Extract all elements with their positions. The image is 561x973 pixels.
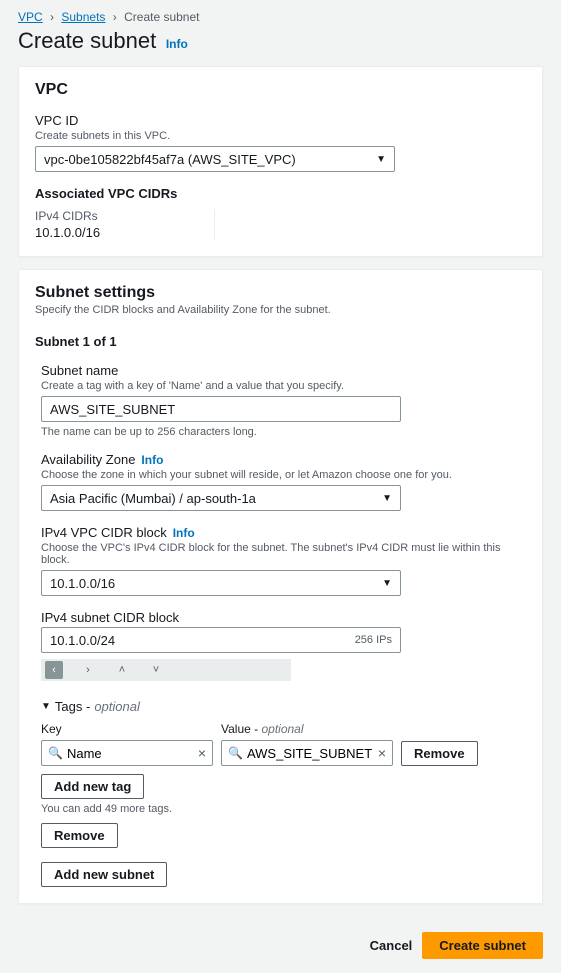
- tag-row: 🔍 × 🔍 × Remove: [41, 740, 526, 766]
- assoc-cidrs-heading: Associated VPC CIDRs: [35, 186, 526, 201]
- tags-heading-text: Tags -: [55, 699, 90, 714]
- vpc-id-select[interactable]: vpc-0be105822bf45af7a (AWS_SITE_VPC) ▼: [35, 146, 395, 172]
- clear-icon[interactable]: ×: [198, 745, 206, 761]
- breadcrumb-subnets[interactable]: Subnets: [61, 10, 105, 24]
- vpc-heading: VPC: [35, 81, 526, 99]
- subnet-settings-heading: Subnet settings: [35, 284, 526, 302]
- subnet-cidr-value: 10.1.0.0/24: [50, 633, 355, 648]
- cidr-next-button[interactable]: ›: [79, 661, 97, 679]
- tags-heading[interactable]: ▼ Tags - optional: [41, 699, 526, 714]
- tag-value-field[interactable]: [247, 746, 374, 761]
- tags-remaining: You can add 49 more tags.: [41, 803, 526, 815]
- remove-tag-button[interactable]: Remove: [401, 741, 478, 766]
- subnet-cidr-input[interactable]: 10.1.0.0/24 256 IPs: [41, 627, 401, 653]
- search-icon: 🔍: [228, 746, 243, 760]
- breadcrumb-current: Create subnet: [124, 10, 199, 24]
- tags-optional: optional: [94, 699, 140, 714]
- vpc-id-label: VPC ID: [35, 113, 526, 128]
- chevron-right-icon: ›: [50, 10, 54, 24]
- subnet-cidr-ipcount: 256 IPs: [355, 634, 392, 646]
- search-icon: 🔍: [48, 746, 63, 760]
- vpc-cidr-info-link[interactable]: Info: [173, 526, 195, 540]
- chevron-down-icon: ▼: [382, 493, 392, 504]
- subnet-settings-panel: Subnet settings Specify the CIDR blocks …: [18, 269, 543, 904]
- vpc-cidr-value: 10.1.0.0/16: [50, 576, 115, 591]
- az-desc: Choose the zone in which your subnet wil…: [41, 469, 526, 481]
- subnet-cidr-label: IPv4 subnet CIDR block: [41, 610, 526, 625]
- footer: Cancel Create subnet: [0, 918, 561, 973]
- breadcrumb-vpc[interactable]: VPC: [18, 10, 43, 24]
- az-select[interactable]: Asia Pacific (Mumbai) / ap-south-1a ▼: [41, 485, 401, 511]
- page-title: Create subnet: [18, 28, 156, 54]
- ipv4-cidrs-value: 10.1.0.0/16: [35, 225, 202, 240]
- subnet-name-helper: The name can be up to 256 characters lon…: [41, 426, 526, 438]
- cidr-down-button[interactable]: ˅: [147, 661, 165, 679]
- add-subnet-button[interactable]: Add new subnet: [41, 862, 167, 887]
- tag-value-optional: optional: [261, 722, 303, 736]
- cancel-button[interactable]: Cancel: [370, 938, 413, 953]
- az-label: Availability Zone: [41, 452, 135, 467]
- subnet-name-desc: Create a tag with a key of 'Name' and a …: [41, 380, 526, 392]
- ipv4-cidrs-label: IPv4 CIDRs: [35, 209, 202, 223]
- vpc-cidr-select[interactable]: 10.1.0.0/16 ▼: [41, 570, 401, 596]
- chevron-right-icon: ›: [113, 10, 117, 24]
- chevron-down-icon: ▼: [382, 578, 392, 589]
- subnet-section-title: Subnet 1 of 1: [35, 334, 526, 349]
- create-subnet-button[interactable]: Create subnet: [422, 932, 543, 959]
- subnet-name-value: AWS_SITE_SUBNET: [50, 402, 175, 417]
- tag-value-header: Value -: [221, 722, 261, 736]
- subnet-name-label: Subnet name: [41, 363, 526, 378]
- subnet-settings-subhead: Specify the CIDR blocks and Availability…: [35, 304, 526, 316]
- vpc-panel: VPC VPC ID Create subnets in this VPC. v…: [18, 66, 543, 257]
- az-info-link[interactable]: Info: [141, 453, 163, 467]
- remove-subnet-button[interactable]: Remove: [41, 823, 118, 848]
- vpc-id-desc: Create subnets in this VPC.: [35, 130, 526, 142]
- tag-value-input[interactable]: 🔍 ×: [221, 740, 393, 766]
- info-link[interactable]: Info: [166, 37, 188, 51]
- cidr-stepper: ‹ › ˄ ˅: [41, 659, 291, 681]
- cidr-prev-button[interactable]: ‹: [45, 661, 63, 679]
- tag-key-header: Key: [41, 722, 221, 736]
- breadcrumb: VPC › Subnets › Create subnet: [18, 10, 543, 24]
- triangle-down-icon: ▼: [41, 701, 51, 712]
- az-value: Asia Pacific (Mumbai) / ap-south-1a: [50, 491, 256, 506]
- tag-key-input[interactable]: 🔍 ×: [41, 740, 213, 766]
- vpc-id-value: vpc-0be105822bf45af7a (AWS_SITE_VPC): [44, 152, 296, 167]
- add-tag-button[interactable]: Add new tag: [41, 774, 144, 799]
- cidr-up-button[interactable]: ˄: [113, 661, 131, 679]
- tag-key-field[interactable]: [67, 746, 194, 761]
- vpc-cidr-label: IPv4 VPC CIDR block: [41, 525, 167, 540]
- subnet-name-input[interactable]: AWS_SITE_SUBNET: [41, 396, 401, 422]
- chevron-down-icon: ▼: [376, 154, 386, 165]
- vpc-cidr-desc: Choose the VPC's IPv4 CIDR block for the…: [41, 542, 526, 566]
- clear-icon[interactable]: ×: [378, 745, 386, 761]
